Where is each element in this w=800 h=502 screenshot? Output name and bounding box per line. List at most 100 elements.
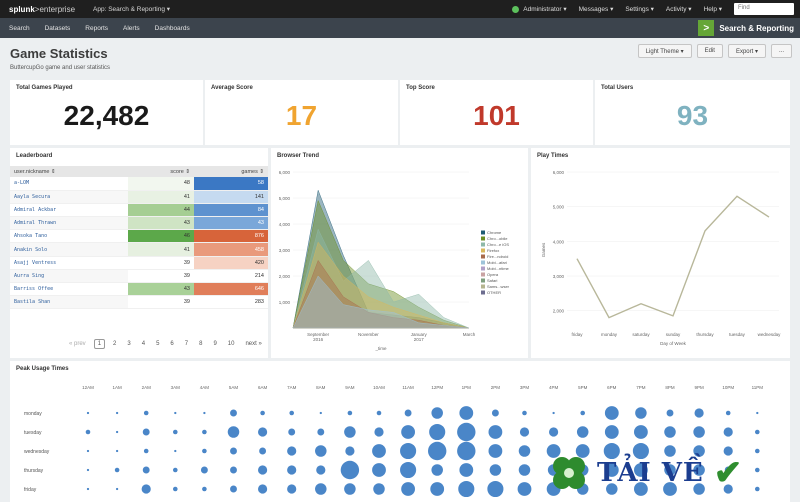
usage-bubble[interactable] [694,408,704,418]
usage-bubble[interactable] [174,411,177,415]
cell-nickname[interactable]: Barriss Offee [10,282,128,297]
usage-bubble[interactable] [372,444,386,458]
cell-nickname[interactable]: Anakin Solo [10,242,128,257]
usage-bubble[interactable] [374,427,384,437]
usage-bubble[interactable] [755,467,760,473]
usage-bubble[interactable] [258,465,268,475]
usage-bubble[interactable] [458,480,475,498]
usage-bubble[interactable] [517,482,532,496]
usage-bubble[interactable] [86,411,90,415]
usage-bubble[interactable] [400,442,417,460]
usage-bubble[interactable] [376,410,382,416]
usage-bubble[interactable] [431,407,443,419]
more-button[interactable]: ... [770,44,792,58]
usage-bubble[interactable] [552,411,555,415]
next-page[interactable]: next » [245,341,262,347]
nav-dashboards[interactable]: Dashboards [154,24,190,32]
export-button[interactable]: Export ▾ [727,44,766,58]
usage-bubble[interactable] [115,487,119,491]
usage-bubble[interactable] [143,448,149,454]
page-5[interactable]: 5 [156,341,160,347]
page-4[interactable]: 4 [141,341,146,347]
table-row[interactable]: Bastila Shan 39 283 [10,295,268,310]
area-series-2[interactable] [292,228,470,329]
usage-bubble[interactable] [604,425,619,439]
usage-bubble[interactable] [575,444,590,458]
usage-bubble[interactable] [115,449,119,453]
usage-bubble[interactable] [230,447,237,455]
usage-bubble[interactable] [287,446,297,456]
page-9[interactable]: 9 [213,341,217,347]
usage-bubble[interactable] [488,444,503,458]
cell-nickname[interactable]: Aurra Sing [10,269,128,284]
usage-bubble[interactable] [431,464,443,476]
usage-bubble[interactable] [755,429,760,435]
cell-nickname[interactable]: Aayla Secura [10,190,128,204]
usage-bubble[interactable] [289,410,295,416]
usage-bubble[interactable] [693,426,705,438]
usage-bubble[interactable] [635,407,647,419]
usage-bubble[interactable] [604,406,619,420]
usage-bubble[interactable] [632,442,649,460]
usage-bubble[interactable] [319,411,322,415]
usage-bubble[interactable] [202,448,207,454]
edit-button[interactable]: Edit [696,44,723,58]
usage-bubble[interactable] [576,426,589,438]
cell-nickname[interactable]: Admiral Ackbar [10,203,128,218]
cell-nickname[interactable]: Ahsoka Tano [10,229,128,244]
usage-bubble[interactable] [347,410,353,416]
usage-bubble[interactable] [755,486,760,492]
usage-bubble[interactable] [546,444,561,458]
usage-bubble[interactable] [723,484,733,494]
usage-bubble[interactable] [401,425,415,439]
page-7[interactable]: 7 [184,341,189,347]
usage-bubble[interactable] [344,483,356,495]
usage-bubble[interactable] [519,427,530,437]
search-reporting-brand[interactable]: > Search & Reporting [698,20,794,36]
usage-bubble[interactable] [259,447,267,455]
usage-bubble[interactable] [428,441,447,461]
usage-bubble[interactable] [725,410,731,416]
usage-bubble[interactable] [173,486,178,492]
usage-bubble[interactable] [340,460,360,480]
cell-nickname[interactable]: a-LOM [10,177,128,191]
usage-bubble[interactable] [287,484,297,494]
usage-bubble[interactable] [173,429,178,435]
table-row[interactable]: Asajj Ventress 39 420 [10,256,268,270]
nav-alerts[interactable]: Alerts [123,24,140,32]
page-1[interactable]: 1 [93,339,106,349]
usage-bubble[interactable] [142,466,150,474]
find-input[interactable]: Find [734,3,794,15]
usage-bubble[interactable] [663,482,677,496]
usage-bubble[interactable] [85,429,91,435]
usage-bubble[interactable] [345,446,355,456]
usage-bubble[interactable] [114,467,120,473]
usage-bubble[interactable] [315,445,327,457]
usage-bubble[interactable] [693,464,705,476]
nav-datasets[interactable]: Datasets [44,24,71,32]
usage-bubble[interactable] [400,461,417,479]
col-score[interactable]: score ⇕ [128,166,194,177]
prev-page[interactable]: « prev [69,341,86,347]
nav-search[interactable]: Search [9,24,30,32]
usage-bubble[interactable] [723,427,733,437]
usage-bubble[interactable] [457,441,476,461]
usage-bubble[interactable] [693,445,705,457]
table-row[interactable]: Admiral Ackbar 44 84 [10,203,268,218]
table-row[interactable]: a-LOM 48 58 [10,177,268,191]
usage-bubble[interactable] [487,480,504,498]
usage-bubble[interactable] [404,409,412,417]
messages-menu[interactable]: Messages ▾ [578,6,614,13]
usage-bubble[interactable] [723,446,733,456]
usage-bubble[interactable] [203,411,206,415]
table-row[interactable]: Barriss Offee 43 646 [10,282,268,297]
usage-bubble[interactable] [141,484,151,494]
usage-bubble[interactable] [522,410,527,416]
usage-bubble[interactable] [315,483,327,495]
usage-bubble[interactable] [756,411,759,415]
area-series-3[interactable] [292,241,470,329]
area-series-1[interactable] [292,199,470,329]
usage-bubble[interactable] [459,463,474,477]
usage-bubble[interactable] [488,425,503,439]
page-8[interactable]: 8 [199,341,203,347]
